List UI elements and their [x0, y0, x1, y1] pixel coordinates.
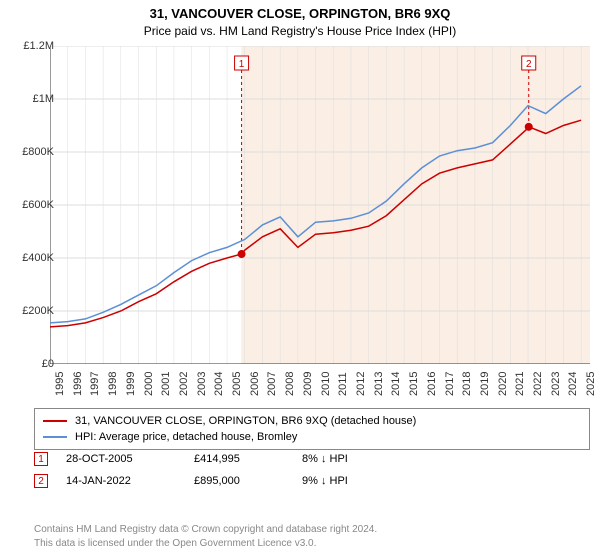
- x-tick-label: 2001: [160, 372, 172, 396]
- transaction-row: 1 28-OCT-2005 £414,995 8% ↓ HPI: [34, 448, 590, 470]
- y-tick-label: £600K: [22, 199, 54, 211]
- x-tick-label: 2007: [266, 372, 278, 396]
- x-tick-label: 2003: [196, 372, 208, 396]
- x-tick-label: 2000: [143, 372, 155, 396]
- legend: 31, VANCOUVER CLOSE, ORPINGTON, BR6 9XQ …: [34, 408, 590, 450]
- y-tick-label: £0: [42, 358, 54, 370]
- x-tick-label: 2020: [497, 372, 509, 396]
- x-tick-label: 2016: [426, 372, 438, 396]
- legend-item: 31, VANCOUVER CLOSE, ORPINGTON, BR6 9XQ …: [43, 413, 581, 429]
- x-tick-label: 2012: [355, 372, 367, 396]
- transaction-delta: 9% ↓ HPI: [302, 475, 412, 487]
- footer-attribution: Contains HM Land Registry data © Crown c…: [34, 523, 377, 550]
- transaction-delta: 8% ↓ HPI: [302, 453, 412, 465]
- legend-swatch: [43, 420, 67, 422]
- x-tick-label: 1996: [72, 372, 84, 396]
- transaction-row: 2 14-JAN-2022 £895,000 9% ↓ HPI: [34, 470, 590, 492]
- x-tick-label: 2010: [320, 372, 332, 396]
- transaction-date: 28-OCT-2005: [66, 453, 176, 465]
- y-tick-label: £1M: [33, 93, 54, 105]
- y-tick-label: £1.2M: [23, 40, 54, 52]
- x-tick-label: 2009: [302, 372, 314, 396]
- x-tick-label: 1997: [89, 372, 101, 396]
- x-tick-label: 1999: [125, 372, 137, 396]
- legend-swatch: [43, 436, 67, 438]
- marker-badge: 1: [34, 452, 48, 466]
- x-tick-label: 2019: [479, 372, 491, 396]
- transaction-date: 14-JAN-2022: [66, 475, 176, 487]
- x-tick-label: 2025: [585, 372, 597, 396]
- x-tick-label: 2004: [213, 372, 225, 396]
- chart-area: 12: [50, 46, 590, 364]
- transactions-table: 1 28-OCT-2005 £414,995 8% ↓ HPI 2 14-JAN…: [34, 448, 590, 492]
- y-tick-label: £800K: [22, 146, 54, 158]
- marker-badge: 2: [34, 474, 48, 488]
- x-tick-label: 2024: [567, 372, 579, 396]
- transaction-price: £414,995: [194, 453, 284, 465]
- legend-label: HPI: Average price, detached house, Brom…: [75, 431, 297, 443]
- svg-text:1: 1: [239, 59, 245, 70]
- page-title: 31, VANCOUVER CLOSE, ORPINGTON, BR6 9XQ: [0, 0, 600, 21]
- x-tick-label: 1995: [54, 372, 66, 396]
- y-tick-label: £200K: [22, 305, 54, 317]
- legend-item: HPI: Average price, detached house, Brom…: [43, 429, 581, 445]
- x-tick-label: 2014: [390, 372, 402, 396]
- x-tick-label: 2006: [249, 372, 261, 396]
- transaction-price: £895,000: [194, 475, 284, 487]
- footer-line: Contains HM Land Registry data © Crown c…: [34, 523, 377, 537]
- x-tick-label: 2023: [550, 372, 562, 396]
- x-tick-label: 2022: [532, 372, 544, 396]
- x-tick-label: 2011: [337, 372, 349, 396]
- y-tick-label: £400K: [22, 252, 54, 264]
- x-tick-label: 2008: [284, 372, 296, 396]
- chart-svg: 12: [50, 46, 590, 364]
- x-tick-label: 2021: [514, 372, 526, 396]
- x-tick-label: 2017: [444, 372, 456, 396]
- x-tick-label: 2015: [408, 372, 420, 396]
- svg-text:2: 2: [526, 59, 532, 70]
- footer-line: This data is licensed under the Open Gov…: [34, 537, 377, 551]
- x-tick-label: 2005: [231, 372, 243, 396]
- x-tick-label: 2013: [373, 372, 385, 396]
- page-subtitle: Price paid vs. HM Land Registry's House …: [0, 21, 600, 42]
- legend-label: 31, VANCOUVER CLOSE, ORPINGTON, BR6 9XQ …: [75, 415, 416, 427]
- x-tick-label: 1998: [107, 372, 119, 396]
- x-tick-label: 2018: [461, 372, 473, 396]
- x-tick-label: 2002: [178, 372, 190, 396]
